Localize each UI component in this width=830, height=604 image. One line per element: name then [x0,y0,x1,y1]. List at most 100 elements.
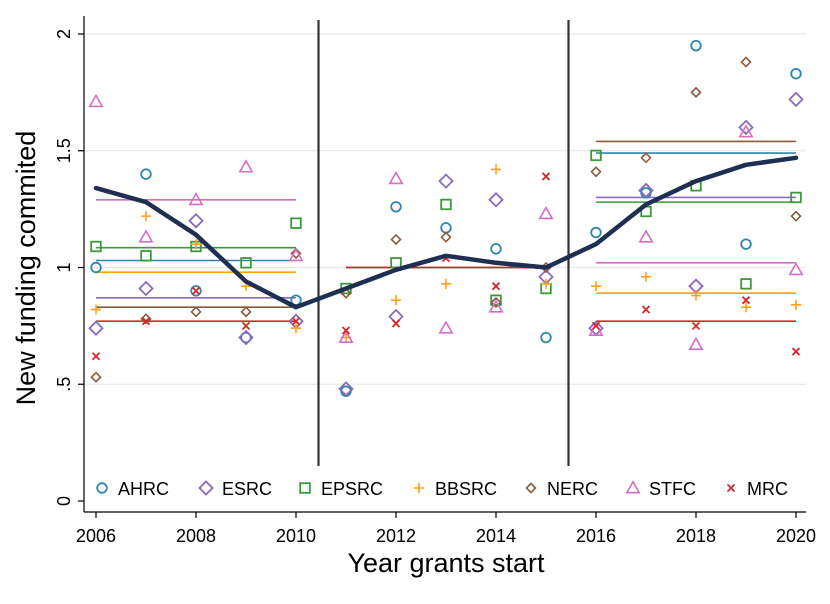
point-esrc [88,320,104,336]
point-esrc [238,329,254,346]
y-tick-label: 1 [54,262,74,272]
point-stfc [138,229,154,243]
point-nerc [440,231,452,243]
legend-label: MRC [747,479,788,499]
point-stfc [738,124,754,138]
point-mrc [391,319,401,328]
point-nerc [290,247,302,260]
point-mrc [741,296,751,305]
point-esrc [138,280,154,297]
point-mrc [341,326,351,335]
point-stfc [788,262,804,276]
point-mrc [641,305,651,314]
point-stfc [188,191,204,206]
point-bbsrc [391,295,401,306]
x-tick-label: 2018 [676,526,716,546]
period-breaks [317,20,570,466]
legend-item-mrc: MRC [726,479,788,499]
y-tick-label: 0 [54,496,74,506]
point-bbsrc [741,302,751,313]
y-tick-label: .5 [54,377,74,392]
point-nerc [640,152,652,164]
point-stfc [238,159,254,173]
point-bbsrc [191,239,201,250]
point-epsrc [440,198,452,211]
point-nerc [790,210,802,222]
point-epsrc [490,294,502,306]
legend-label: EPSRC [321,479,383,499]
point-esrc [188,213,204,229]
x-tick-label: 2012 [376,526,416,546]
point-stfc [488,299,504,313]
y-tick-label: 2 [54,29,74,39]
point-esrc [438,173,454,189]
point-epsrc [290,217,302,229]
point-esrc [738,119,754,136]
legend-label: ESRC [222,479,272,499]
point-esrc [488,192,504,208]
legend-item-esrc: ESRC [198,479,272,499]
point-bbsrc [641,271,651,282]
point-epsrc [390,257,402,269]
legend-item-nerc: NERC [525,479,598,499]
point-bbsrc [291,323,301,334]
point-mrc [691,321,701,331]
point-esrc [638,182,654,199]
legend: AHRC ESRC EPSRC BBSRC NERC STFC MRC [96,479,788,499]
point-mrc [591,321,601,331]
point-esrc [338,381,354,397]
point-bbsrc [591,281,601,292]
point-stfc [338,329,354,344]
point-mrc [291,317,301,326]
legend-marker-stfc [625,480,641,494]
point-ahrc [490,243,502,255]
trend [93,155,799,310]
point-mrc [241,321,251,331]
legend-marker-mrc [726,483,736,493]
legend-marker-ahrc [96,482,108,494]
point-stfc [88,93,104,108]
point-esrc [388,308,404,325]
point-ahrc [540,331,552,344]
y-axis-title: New funding commited [11,131,41,406]
legend-marker-nerc [525,482,537,494]
point-stfc [638,229,654,243]
point-esrc [788,91,804,108]
point-epsrc [240,257,252,269]
legend-label: NERC [547,479,598,499]
point-bbsrc [791,299,801,310]
legend-label: BBSRC [435,479,497,499]
x-tick-label: 2020 [776,526,816,546]
point-stfc [438,320,454,334]
point-stfc [688,336,704,351]
legend-label: STFC [649,479,696,499]
gridlines [84,33,806,385]
point-stfc [388,170,404,185]
x-tick-label: 2008 [176,526,216,546]
y-tick-label: 1.5 [54,138,74,163]
legend-item-bbsrc: BBSRC [414,479,497,499]
x-tick-label: 2016 [576,526,616,546]
x-tick-label: 2014 [476,526,516,546]
point-ahrc [740,238,752,250]
point-ahrc [440,222,452,234]
period-mean-lines [96,140,796,323]
point-epsrc [740,278,752,290]
point-mrc [541,172,551,181]
legend-item-epsrc: EPSRC [299,479,383,499]
data-points [88,39,804,397]
legend-item-ahrc: AHRC [96,479,169,499]
point-bbsrc [691,290,701,301]
point-bbsrc [141,211,151,222]
x-tick-label: 2006 [76,526,116,546]
legend-label: AHRC [118,479,169,499]
point-nerc [240,306,252,318]
point-ahrc [690,39,702,52]
point-epsrc [590,149,602,162]
point-bbsrc [541,278,551,289]
point-bbsrc [91,304,101,315]
point-nerc [390,233,402,246]
point-mrc [91,352,101,361]
point-nerc [590,166,602,178]
